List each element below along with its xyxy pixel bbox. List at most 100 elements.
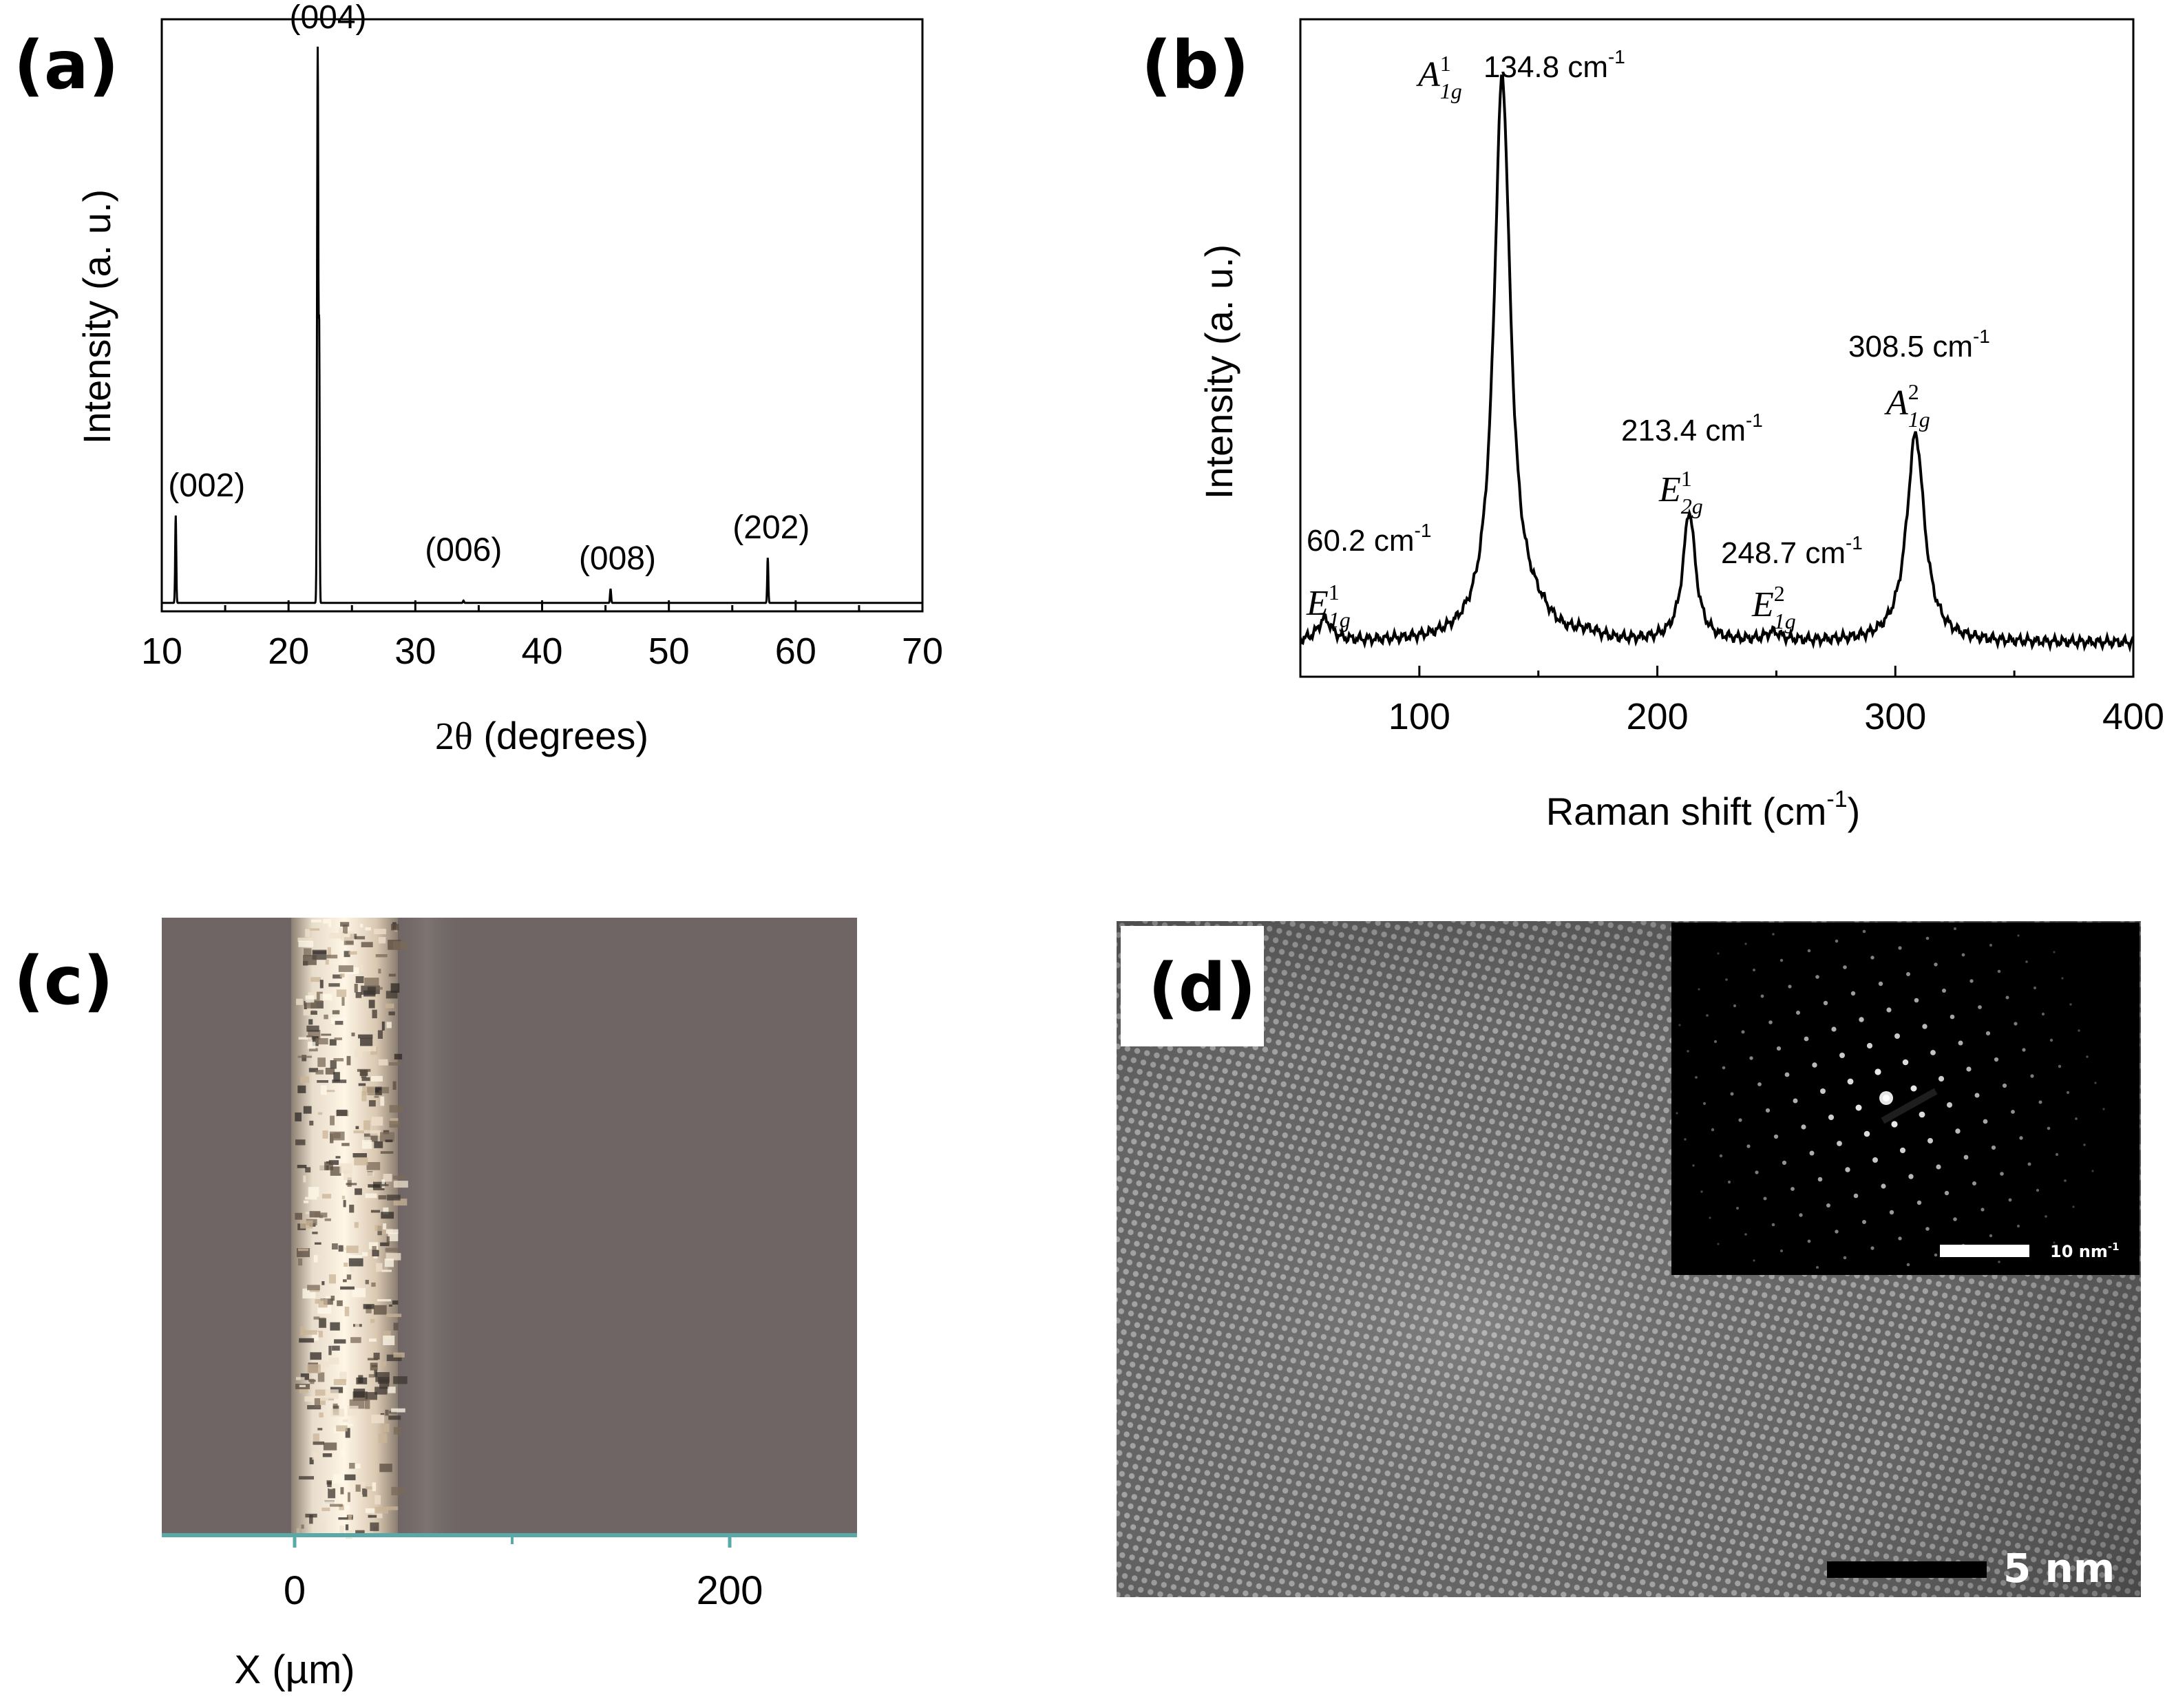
- speckle: [377, 1030, 383, 1039]
- tem-scalebar: [1827, 1561, 1987, 1578]
- speckle: [366, 1305, 372, 1314]
- diffraction-spot: [1908, 1174, 1914, 1179]
- diffraction-spot: [1983, 1119, 1988, 1124]
- speckle: [378, 1195, 387, 1200]
- speckle: [354, 1222, 359, 1228]
- speckle: [304, 1200, 309, 1203]
- diffraction-spot: [1698, 988, 1700, 991]
- speckle: [368, 1100, 376, 1107]
- speckle: [348, 951, 357, 955]
- diffraction-spot: [1684, 1138, 1687, 1141]
- speckle: [380, 1096, 385, 1106]
- speckle: [302, 1055, 307, 1062]
- speckle: [321, 1281, 325, 1285]
- speckle: [299, 1384, 306, 1387]
- speckle: [344, 951, 350, 958]
- speckle: [362, 1086, 375, 1095]
- panel-c-xlabel: X (µm): [234, 1647, 355, 1692]
- diffraction-spot: [1700, 1190, 1703, 1193]
- diffraction-spot: [1934, 962, 1938, 967]
- speckle: [344, 1474, 356, 1481]
- speckle: [371, 1117, 383, 1126]
- speckle: [365, 1392, 377, 1400]
- inset-scalebar: [1940, 1245, 2029, 1257]
- diffraction-spot: [2055, 1152, 2059, 1157]
- speckle: [380, 1242, 390, 1247]
- speckle: [322, 1130, 328, 1139]
- speckle: [353, 1130, 364, 1134]
- speckle: [384, 1258, 394, 1267]
- speckle: [360, 964, 363, 972]
- speckle: [357, 1068, 371, 1072]
- speckle: [378, 1433, 388, 1443]
- speckle: [381, 1086, 390, 1094]
- speckle: [307, 1285, 320, 1291]
- speckle: [324, 1218, 331, 1221]
- speckle: [359, 923, 363, 928]
- speckle: [361, 1077, 370, 1082]
- speckle: [319, 1160, 326, 1170]
- panel-a: (a) 10 20 30 40 50 60 70 (002)(004)(006) (008)(…: [14, 0, 943, 758]
- speckle: [374, 1495, 381, 1505]
- diffraction-spot: [1862, 1220, 1866, 1224]
- diffraction-spot: [1711, 1128, 1715, 1132]
- speckle: [315, 1242, 321, 1245]
- speckle: [308, 1019, 313, 1025]
- panel-b-shift-label: 134.8 cm-1: [1483, 46, 1625, 84]
- speckle: [380, 1132, 395, 1142]
- diffraction-spot: [2072, 1205, 2075, 1208]
- diffraction-spot: [1881, 1183, 1886, 1189]
- speckle: [310, 1000, 324, 1009]
- diffraction-spot: [1859, 1017, 1864, 1022]
- speckle: [377, 1299, 392, 1302]
- diffraction-spot: [1738, 1118, 1742, 1122]
- speckle: [307, 1405, 321, 1410]
- speckle: [322, 1453, 332, 1457]
- diffraction-spot: [2041, 1012, 2045, 1016]
- panel-b-mode-label: E1 2g: [1658, 466, 1703, 518]
- speckle: [315, 1038, 328, 1045]
- speckle: [366, 1162, 381, 1170]
- panel-a-xtick-label: 10: [141, 631, 182, 672]
- speckle: [326, 954, 338, 959]
- diffraction-spots: [1676, 927, 2105, 1269]
- diffraction-spot: [1741, 1030, 1745, 1034]
- diffraction-spot: [1898, 946, 1902, 950]
- diffraction-spot: [2102, 1108, 2105, 1110]
- diffraction-spot: [1989, 944, 1992, 947]
- speckle: [296, 1377, 305, 1380]
- speckle: [328, 1274, 336, 1284]
- speckle: [355, 1188, 362, 1195]
- diffraction-spot: [1760, 994, 1764, 998]
- speckle: [356, 1377, 368, 1384]
- diffraction-spot: [2014, 1022, 2018, 1026]
- speckle: [339, 1371, 347, 1382]
- speckle: [314, 1398, 320, 1408]
- diffraction-spot: [1793, 1098, 1798, 1104]
- speckle: [312, 1452, 320, 1460]
- speckle: [388, 1232, 399, 1241]
- panel-b-mode-label: A1 1g: [1416, 51, 1462, 103]
- panel-a-peak-label: (002): [168, 467, 245, 504]
- speckle: [365, 1280, 369, 1285]
- speckle: [323, 919, 332, 927]
- speckle: [364, 1398, 370, 1409]
- panel-b-mode-label: A2 1g: [1884, 379, 1930, 432]
- speckle: [332, 1010, 340, 1015]
- speckle: [318, 1362, 330, 1367]
- speckle: [305, 1196, 317, 1200]
- speckle: [324, 1501, 336, 1504]
- speckle: [332, 1079, 347, 1084]
- diffraction-spot: [1839, 1053, 1845, 1058]
- diffraction-spot: [2049, 1038, 2053, 1042]
- speckle: [362, 1252, 368, 1256]
- speckle: [339, 1526, 344, 1534]
- diffraction-spot: [2034, 987, 2036, 989]
- speckle: [297, 938, 313, 942]
- diffraction-spot: [2011, 1110, 2015, 1114]
- speckle: [327, 947, 331, 958]
- speckle: [371, 1414, 385, 1424]
- speckle: [317, 1080, 328, 1083]
- diffraction-spot: [1919, 1111, 1925, 1118]
- speckle: [365, 1193, 377, 1199]
